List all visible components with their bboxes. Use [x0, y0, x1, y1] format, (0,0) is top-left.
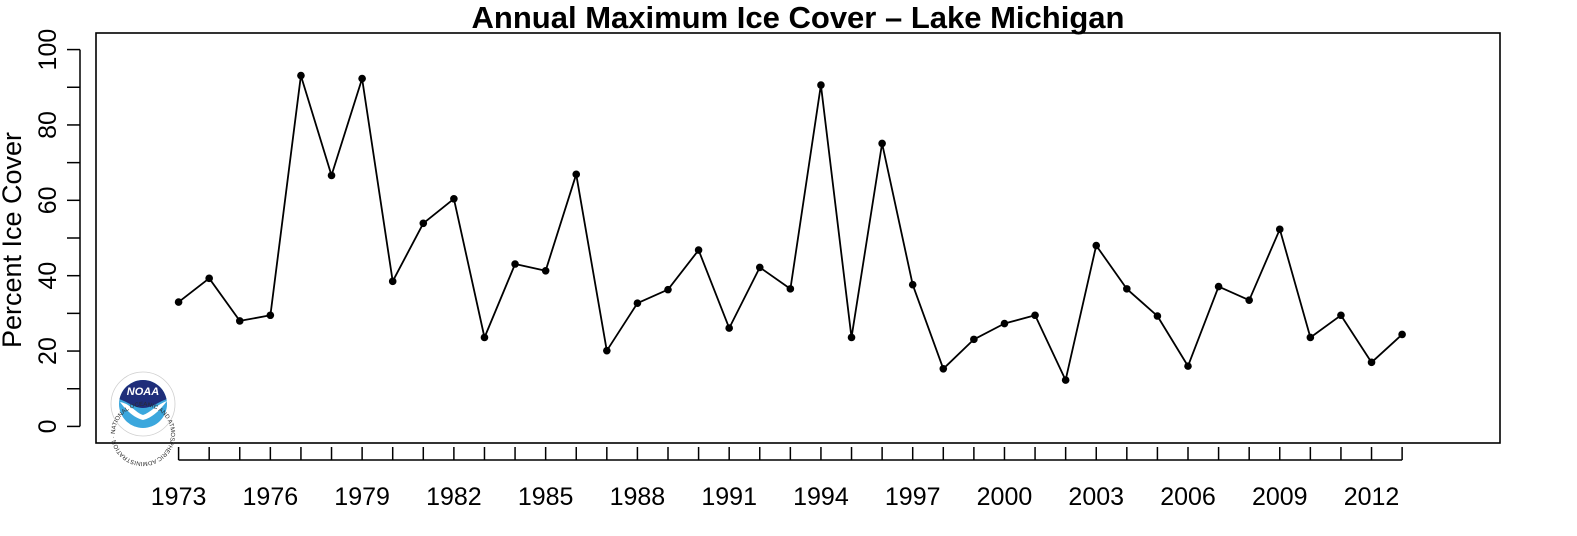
- data-point: [725, 324, 733, 332]
- data-point: [1306, 333, 1315, 342]
- x-tick-label: 1979: [334, 483, 390, 511]
- x-tick-label: 2006: [1160, 483, 1216, 511]
- y-tick-label: 100: [34, 29, 62, 71]
- y-tick-label: 40: [34, 262, 62, 290]
- data-point: [266, 311, 275, 320]
- x-tick-label: 1976: [243, 483, 299, 511]
- data-point: [205, 274, 213, 283]
- data-point: [878, 139, 886, 148]
- x-tick-label: 1973: [151, 483, 207, 511]
- data-point: [1031, 311, 1039, 320]
- data-point: [786, 285, 795, 293]
- data-point: [970, 335, 978, 344]
- data-point: [1123, 285, 1131, 293]
- data-point: [1153, 312, 1162, 320]
- data-point: [817, 81, 825, 89]
- x-tick-label: 2012: [1344, 483, 1400, 511]
- y-axis: 0 20 40 60 80 100: [34, 29, 81, 433]
- data-point: [297, 71, 305, 80]
- data-point: [1000, 319, 1009, 328]
- data-point: [603, 346, 611, 355]
- y-tick-label: 60: [34, 186, 62, 214]
- data-point: [1367, 358, 1376, 367]
- data-point: [572, 170, 581, 179]
- data-point: [388, 277, 397, 286]
- data-point: [419, 219, 428, 228]
- x-tick-label: 2000: [977, 483, 1033, 511]
- data-point: [1184, 362, 1192, 370]
- seagull-icon: [120, 401, 167, 420]
- data-point: [1214, 282, 1223, 291]
- plot-frame: [95, 32, 1501, 444]
- data-point: [480, 333, 489, 342]
- data-point: [1245, 296, 1253, 304]
- x-tick-label: 1991: [701, 483, 757, 511]
- x-tick-label: 2003: [1068, 483, 1124, 511]
- data-point: [1337, 311, 1345, 320]
- data-point: [664, 285, 672, 294]
- data-point: [1061, 376, 1070, 384]
- x-tick-label: 2009: [1252, 483, 1308, 511]
- data-point: [1092, 241, 1101, 250]
- logo-wordmark: NOAA: [127, 386, 159, 398]
- y-tick-label: 20: [34, 337, 62, 365]
- data-point: [358, 74, 366, 83]
- data-point: [908, 280, 917, 289]
- y-tick-label: 80: [34, 111, 62, 139]
- chart-title: Annual Maximum Ice Cover – Lake Michigan: [472, 0, 1125, 35]
- data-point: [511, 260, 519, 268]
- data-point: [633, 299, 642, 307]
- data-point: [694, 246, 703, 254]
- data-point: [327, 171, 336, 180]
- data-point: [174, 298, 183, 306]
- data-point: [939, 364, 948, 373]
- data-point: [755, 263, 764, 272]
- x-tick-label: 1988: [610, 483, 666, 511]
- series-line: [178, 74, 1403, 382]
- x-tick-label: 1982: [426, 483, 482, 511]
- data-point: [1275, 225, 1284, 234]
- data-point: [450, 195, 458, 203]
- data-point: [235, 317, 244, 325]
- x-tick-label: 1997: [885, 483, 941, 511]
- y-tick-label: 0: [34, 419, 62, 433]
- data-point: [541, 266, 550, 275]
- data-point: [1398, 330, 1406, 339]
- data-point: [847, 333, 856, 342]
- x-axis: 1973 1976 1979 1982 1985 1988 1991 1994 1997 2000…: [151, 447, 1403, 511]
- x-tick-label: 1985: [518, 483, 574, 511]
- x-tick-label: 1994: [793, 483, 849, 511]
- data-series: [174, 71, 1406, 384]
- y-axis-title: Percent Ice Cover: [0, 132, 27, 348]
